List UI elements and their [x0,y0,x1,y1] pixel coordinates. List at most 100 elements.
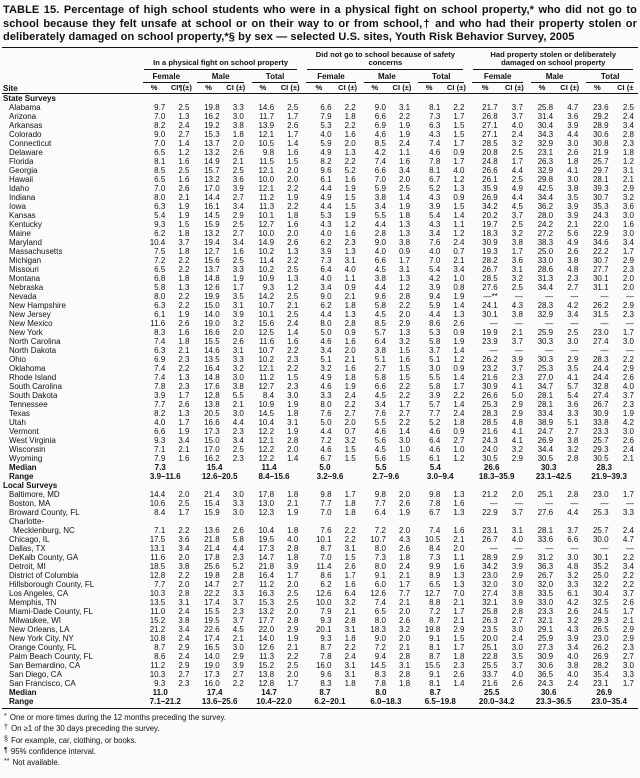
value-cell: 3.9 [567,210,579,220]
value-cell: 10.5 [424,534,441,544]
value-cell: 3.0 [232,372,244,382]
value-cell: 14.5 [204,210,220,220]
value-cell: 15.7 [204,165,220,175]
value-cell: 2.0 [178,489,190,499]
value-cell: 3.3 [232,588,244,598]
value-cell: 7.8 [429,156,441,166]
value-cell: 2.7 [232,579,244,589]
value-cell: 5.5 [232,390,244,400]
value-cell: 32.8 [592,381,609,391]
site-cell: Idaho [9,183,30,193]
value-cell: 2.9 [511,552,523,562]
value-cell: 2.4 [398,138,411,148]
value-cell: — [514,345,523,355]
value-cell: 16.0 [204,678,220,688]
value-cell: 2.6 [398,615,411,625]
site-cell: Missouri [9,264,39,274]
value-cell: 24.8 [482,156,498,166]
value-cell: 1.1 [453,552,465,562]
value-cell: 1.1 [453,219,465,229]
value-cell: 1.5 [344,453,356,463]
range-cell: 6.2–20.1 [314,696,346,706]
value-cell: 8.6 [429,318,441,328]
value-cell: 2.9 [622,255,634,265]
value-cell: 38.9 [537,417,554,427]
value-cell: 14.5 [258,408,275,418]
value-cell: 3.1 [398,660,411,670]
data-table: Site In a physical fight on school proper… [2,48,638,708]
value-cell: 10.1 [258,309,275,319]
value-cell: 2.6 [344,561,356,571]
value-cell: 42.5 [537,183,554,193]
value-cell: 6.1 [154,309,166,319]
value-cell: 5.4 [429,264,441,274]
value-cell: 2.5 [178,165,190,175]
value-cell: 10.2 [258,264,275,274]
value-cell: 16.4 [204,363,220,373]
value-cell: 8.2 [320,156,332,166]
value-cell: 2.3 [511,372,523,382]
value-cell: 25.7 [592,156,609,166]
value-cell: 2.2 [178,291,190,301]
value-cell: 5.3 [320,210,332,220]
value-cell: 25.8 [537,102,554,112]
value-cell: 3.5 [232,291,244,301]
value-cell: 8.3 [374,669,386,679]
value-cell: 2.2 [453,102,465,112]
value-cell: 2.2 [398,390,411,400]
value-cell: 21.4 [204,489,220,499]
value-cell: 7.4 [429,525,441,535]
value-cell: 26.9 [482,192,498,202]
value-cell: 14.0 [258,633,275,643]
value-cell: 2.1 [453,597,465,607]
value-cell: 5.7 [429,399,441,409]
value-cell: 2.0 [287,606,299,616]
value-cell: — [570,345,579,355]
value-cell: 1.8 [344,498,356,508]
value-cell: 25.6 [204,561,220,571]
value-cell: 2.2 [178,570,190,580]
value-cell: 12.7 [258,219,275,229]
value-cell: 1.8 [344,633,356,643]
value-cell: 2.3 [622,642,634,652]
value-cell: 3.9 [232,309,244,319]
footnote-line: † On ≥1 of the 30 days preceding the sur… [4,723,638,734]
value-cell: — [514,291,523,301]
median-row: Median 7.3 15.4 11.4 5.0 5.5 5.4 26.6 30.3 28.3 [2,463,638,472]
value-cell: 2.3 [232,426,244,436]
table-wrap: Site In a physical fight on school proper… [2,48,638,709]
value-cell: 8.2 [154,120,166,130]
footnote-marker: ** [4,758,10,766]
value-cell: 1.9 [344,381,356,391]
value-cell: 16.6 [204,417,220,427]
median-cell: 8.7 [429,687,441,697]
value-cell: 7.0 [453,588,465,598]
value-cell: 3.8 [374,192,386,202]
value-cell: 1.7 [453,381,465,391]
value-cell: 23.3 [537,606,554,616]
value-cell: 1.7 [453,156,465,166]
value-cell: 2.2 [232,678,244,688]
value-cell: 8.8 [429,597,441,607]
column-header-measure: % [425,82,433,92]
value-cell: 3.9 [232,183,244,193]
table-row: New Orleans, LA 21.2 3.4 22.6 4.5 22.0 2.9 20.1… [2,625,638,634]
value-cell: 1.2 [453,453,465,463]
value-cell: 8.0 [374,543,386,553]
value-cell: 2.3 [622,264,634,274]
value-cell: 34.3 [537,129,554,139]
value-cell: 5.1 [429,354,441,364]
site-cell: Rhode Island [9,372,57,382]
value-cell: 6.5 [154,147,166,157]
value-cell: — [626,318,634,328]
value-cell: 7.4 [154,372,166,382]
value-cell: 1.8 [398,678,411,688]
value-cell: 4.4 [320,183,332,193]
value-cell: 33.8 [592,417,609,427]
value-cell: 1.6 [398,156,411,166]
value-cell: 6.3 [154,345,166,355]
value-cell: 3.7 [232,597,244,607]
value-cell: 2.8 [398,291,411,301]
value-cell: 2.1 [232,633,244,643]
value-cell: 22.2 [592,246,609,256]
